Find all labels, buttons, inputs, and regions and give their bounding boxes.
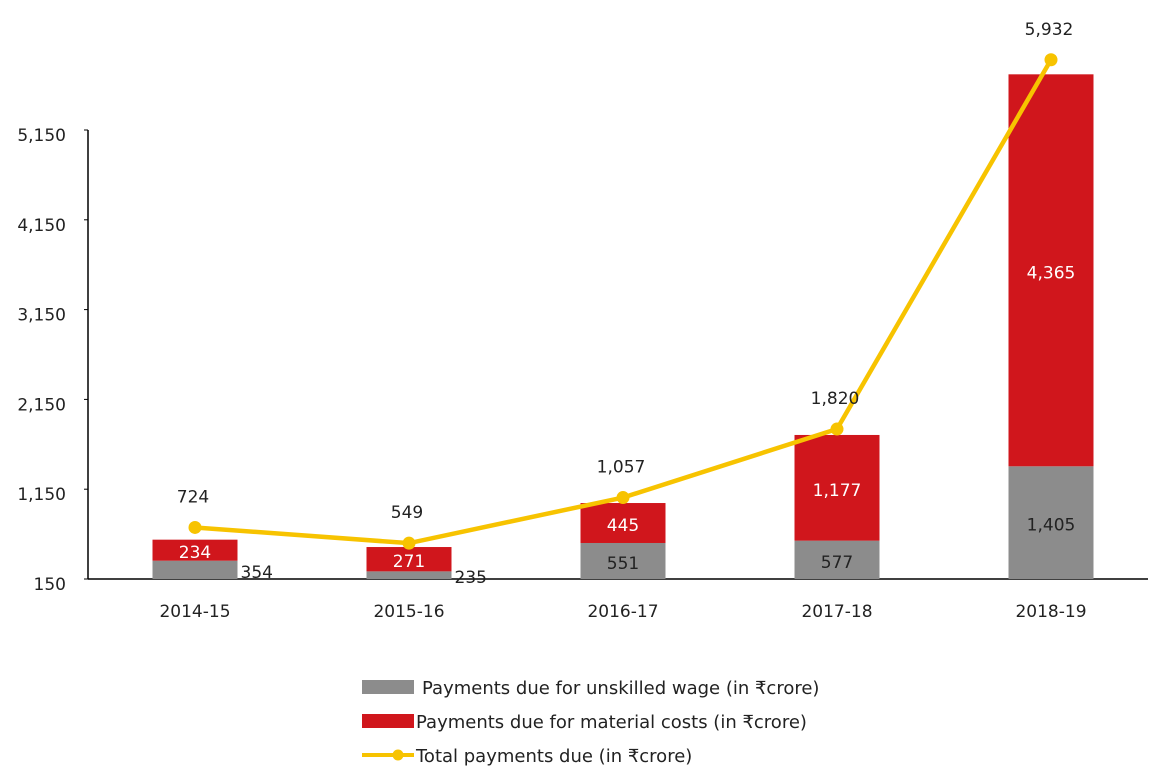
x-tick-label: 2018-19 bbox=[1015, 602, 1086, 622]
bar-segment bbox=[366, 547, 452, 572]
line-point bbox=[616, 491, 630, 505]
bar-segment bbox=[1008, 466, 1094, 579]
x-tick-label: 2016-17 bbox=[587, 602, 658, 622]
legend-label: Payments due for material costs (in ₹cro… bbox=[416, 712, 807, 733]
y-tick-label: 2,150 bbox=[17, 395, 66, 415]
bar-segment bbox=[580, 542, 666, 579]
legend-label: Total payments due (in ₹crore) bbox=[415, 746, 692, 767]
bar-segment bbox=[152, 560, 238, 579]
data-label: 1,057 bbox=[597, 458, 646, 478]
legend-swatch bbox=[362, 714, 414, 728]
bar-segment bbox=[580, 503, 666, 543]
line-point bbox=[188, 520, 202, 534]
data-label: 551 bbox=[607, 554, 639, 574]
data-label: 1,820 bbox=[811, 389, 860, 409]
bar-segment bbox=[366, 571, 452, 579]
bar-segment bbox=[794, 540, 880, 579]
data-label: 577 bbox=[821, 553, 853, 573]
data-label: 549 bbox=[391, 503, 423, 523]
data-label: 724 bbox=[177, 487, 209, 507]
data-label: 1,177 bbox=[813, 481, 862, 501]
line-point bbox=[402, 536, 416, 550]
bar-segment bbox=[152, 539, 238, 561]
y-tick-label: 4,150 bbox=[17, 216, 66, 236]
bar-segment bbox=[1008, 74, 1094, 467]
data-label: 1,405 bbox=[1027, 516, 1076, 536]
data-label: 271 bbox=[393, 552, 425, 572]
bar-segment bbox=[794, 434, 880, 541]
data-label: 5,932 bbox=[1025, 20, 1074, 40]
x-tick-label: 2014-15 bbox=[159, 602, 230, 622]
data-label: 235 bbox=[455, 568, 487, 588]
y-tick-label: 3,150 bbox=[17, 306, 66, 326]
x-tick-label: 2015-16 bbox=[373, 602, 444, 622]
legend-swatch bbox=[362, 680, 414, 694]
y-tick-label: 5,150 bbox=[17, 126, 66, 146]
x-tick-label: 2017-18 bbox=[801, 602, 872, 622]
data-label: 4,365 bbox=[1027, 263, 1076, 283]
legend-marker bbox=[392, 749, 404, 761]
legend-label: Payments due for unskilled wage (in ₹cro… bbox=[422, 678, 819, 699]
line-point bbox=[1044, 53, 1058, 67]
y-tick-label: 150 bbox=[34, 575, 66, 595]
y-tick-label: 1,150 bbox=[17, 485, 66, 505]
data-label: 234 bbox=[179, 543, 211, 563]
data-label: 354 bbox=[241, 563, 273, 583]
line-point bbox=[830, 422, 844, 436]
data-label: 445 bbox=[607, 516, 639, 536]
